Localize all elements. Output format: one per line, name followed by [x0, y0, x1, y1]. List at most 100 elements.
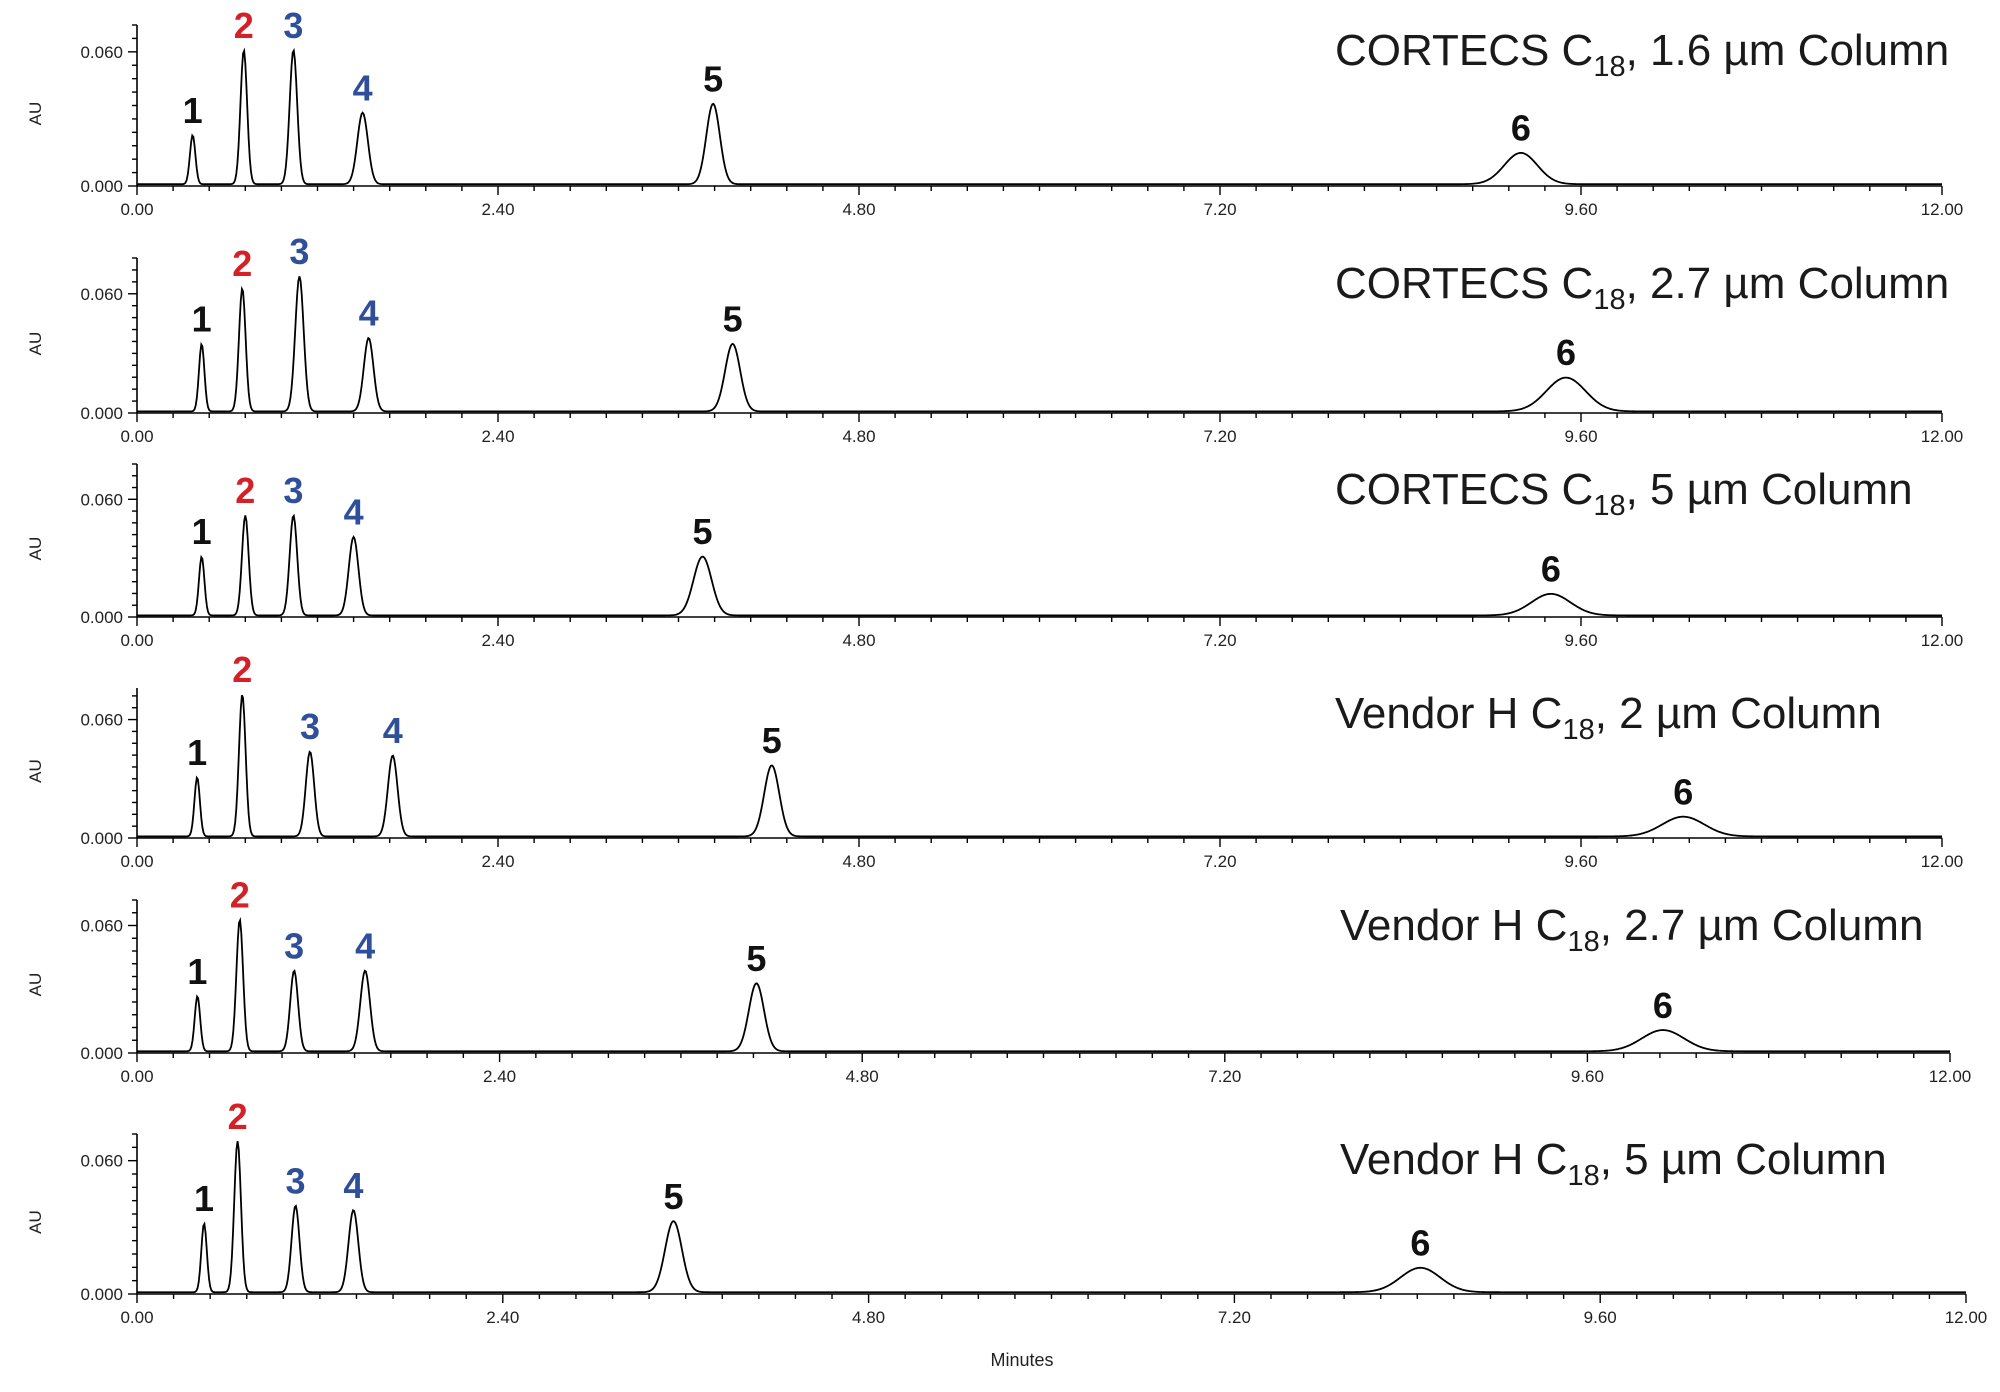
peak-label: 6	[1511, 108, 1531, 149]
y-tick-label: 0.060	[80, 1152, 123, 1171]
y-tick-label: 0.000	[80, 829, 123, 848]
x-tick-label: 2.40	[481, 427, 514, 446]
y-axis-label: AU	[26, 537, 45, 561]
peak-label: 3	[283, 5, 303, 46]
x-tick-label: 9.60	[1564, 200, 1597, 219]
x-tick-label: 4.80	[846, 1067, 879, 1086]
panel-title: CORTECS C18, 2.7 µm Column	[1335, 259, 1949, 316]
x-tick-label: 9.60	[1584, 1308, 1617, 1327]
y-tick-label: 0.000	[80, 1285, 123, 1304]
peak-label: 5	[762, 720, 782, 761]
x-tick-label: 7.20	[1208, 1067, 1241, 1086]
peak-label: 5	[746, 938, 766, 979]
x-tick-label: 0.00	[120, 631, 153, 650]
peak-label: 2	[230, 874, 250, 915]
x-tick-label: 12.00	[1921, 631, 1964, 650]
peak-label: 4	[359, 292, 379, 333]
x-tick-label: 7.20	[1203, 427, 1236, 446]
y-tick-label: 0.060	[80, 490, 123, 509]
x-tick-label: 2.40	[481, 631, 514, 650]
y-tick-label: 0.000	[80, 1044, 123, 1063]
peak-label: 2	[235, 470, 255, 511]
peak-label: 6	[1556, 332, 1576, 373]
x-tick-label: 4.80	[852, 1308, 885, 1327]
x-tick-label: 9.60	[1564, 631, 1597, 650]
peak-label: 5	[703, 59, 723, 100]
y-tick-label: 0.000	[80, 608, 123, 627]
y-tick-label: 0.060	[80, 917, 123, 936]
x-tick-label: 7.20	[1218, 1308, 1251, 1327]
peak-label: 1	[192, 298, 212, 339]
peak-label: 6	[1541, 548, 1561, 589]
x-axis-label: Minutes	[990, 1350, 1053, 1370]
peak-label: 4	[353, 67, 373, 108]
peak-label: 4	[383, 710, 403, 751]
x-tick-label: 9.60	[1571, 1067, 1604, 1086]
peak-label: 4	[355, 925, 375, 966]
peak-label: 1	[187, 732, 207, 773]
peak-label: 3	[289, 231, 309, 272]
chromatogram-trace	[137, 276, 1942, 413]
peak-label: 5	[723, 298, 743, 339]
chromatogram-panel: 0.00 2.40 4.80 7.20 9.60 12.00 0.000 0.060 AU 123…	[26, 874, 1971, 1086]
x-tick-label: 2.40	[486, 1308, 519, 1327]
panel-title: CORTECS C18, 5 µm Column	[1335, 465, 1913, 522]
peak-label: 2	[232, 243, 252, 284]
panel-title: CORTECS C18, 1.6 µm Column	[1335, 26, 1949, 83]
peak-label: 3	[284, 925, 304, 966]
x-tick-label: 9.60	[1564, 852, 1597, 871]
peak-label: 3	[300, 706, 320, 747]
x-tick-label: 4.80	[842, 200, 875, 219]
chromatogram-trace	[137, 47, 1942, 186]
x-tick-label: 0.00	[120, 1067, 153, 1086]
x-tick-label: 7.20	[1203, 200, 1236, 219]
x-tick-label: 4.80	[842, 427, 875, 446]
peak-label: 4	[344, 492, 364, 533]
y-tick-label: 0.000	[80, 404, 123, 423]
x-tick-label: 9.60	[1564, 427, 1597, 446]
peak-label: 6	[1653, 985, 1673, 1026]
peak-label: 2	[228, 1096, 248, 1137]
x-tick-label: 0.00	[120, 427, 153, 446]
peak-label: 5	[693, 511, 713, 552]
panel-title: Vendor H C18, 2.7 µm Column	[1340, 901, 1923, 958]
y-axis-label: AU	[26, 332, 45, 356]
chromatogram-trace	[137, 1140, 1966, 1294]
x-tick-label: 2.40	[483, 1067, 516, 1086]
x-tick-label: 0.00	[120, 200, 153, 219]
peak-label: 1	[192, 511, 212, 552]
peak-label: 2	[232, 649, 252, 690]
peak-label: 1	[187, 951, 207, 992]
panel-title: Vendor H C18, 5 µm Column	[1340, 1135, 1887, 1192]
peak-label: 5	[663, 1176, 683, 1217]
y-axis-label: AU	[26, 1210, 45, 1234]
x-tick-label: 2.40	[481, 200, 514, 219]
y-axis-label: AU	[26, 102, 45, 126]
x-tick-label: 4.80	[842, 631, 875, 650]
peak-label: 1	[183, 90, 203, 131]
y-axis-label: AU	[26, 973, 45, 997]
x-tick-label: 12.00	[1921, 200, 1964, 219]
x-tick-label: 0.00	[120, 1308, 153, 1327]
peak-label: 4	[343, 1165, 363, 1206]
chromatogram-trace	[137, 513, 1942, 617]
peak-label: 6	[1673, 771, 1693, 812]
y-tick-label: 0.000	[80, 177, 123, 196]
x-tick-label: 4.80	[842, 852, 875, 871]
y-tick-label: 0.060	[80, 711, 123, 730]
x-tick-label: 12.00	[1921, 852, 1964, 871]
peak-label: 2	[234, 5, 254, 46]
y-axis-label: AU	[26, 759, 45, 783]
peak-label: 3	[283, 470, 303, 511]
x-tick-label: 0.00	[120, 852, 153, 871]
panel-title: Vendor H C18, 2 µm Column	[1335, 689, 1882, 746]
x-tick-label: 12.00	[1921, 427, 1964, 446]
peak-label: 1	[194, 1178, 214, 1219]
x-tick-label: 12.00	[1929, 1067, 1972, 1086]
y-tick-label: 0.060	[80, 285, 123, 304]
